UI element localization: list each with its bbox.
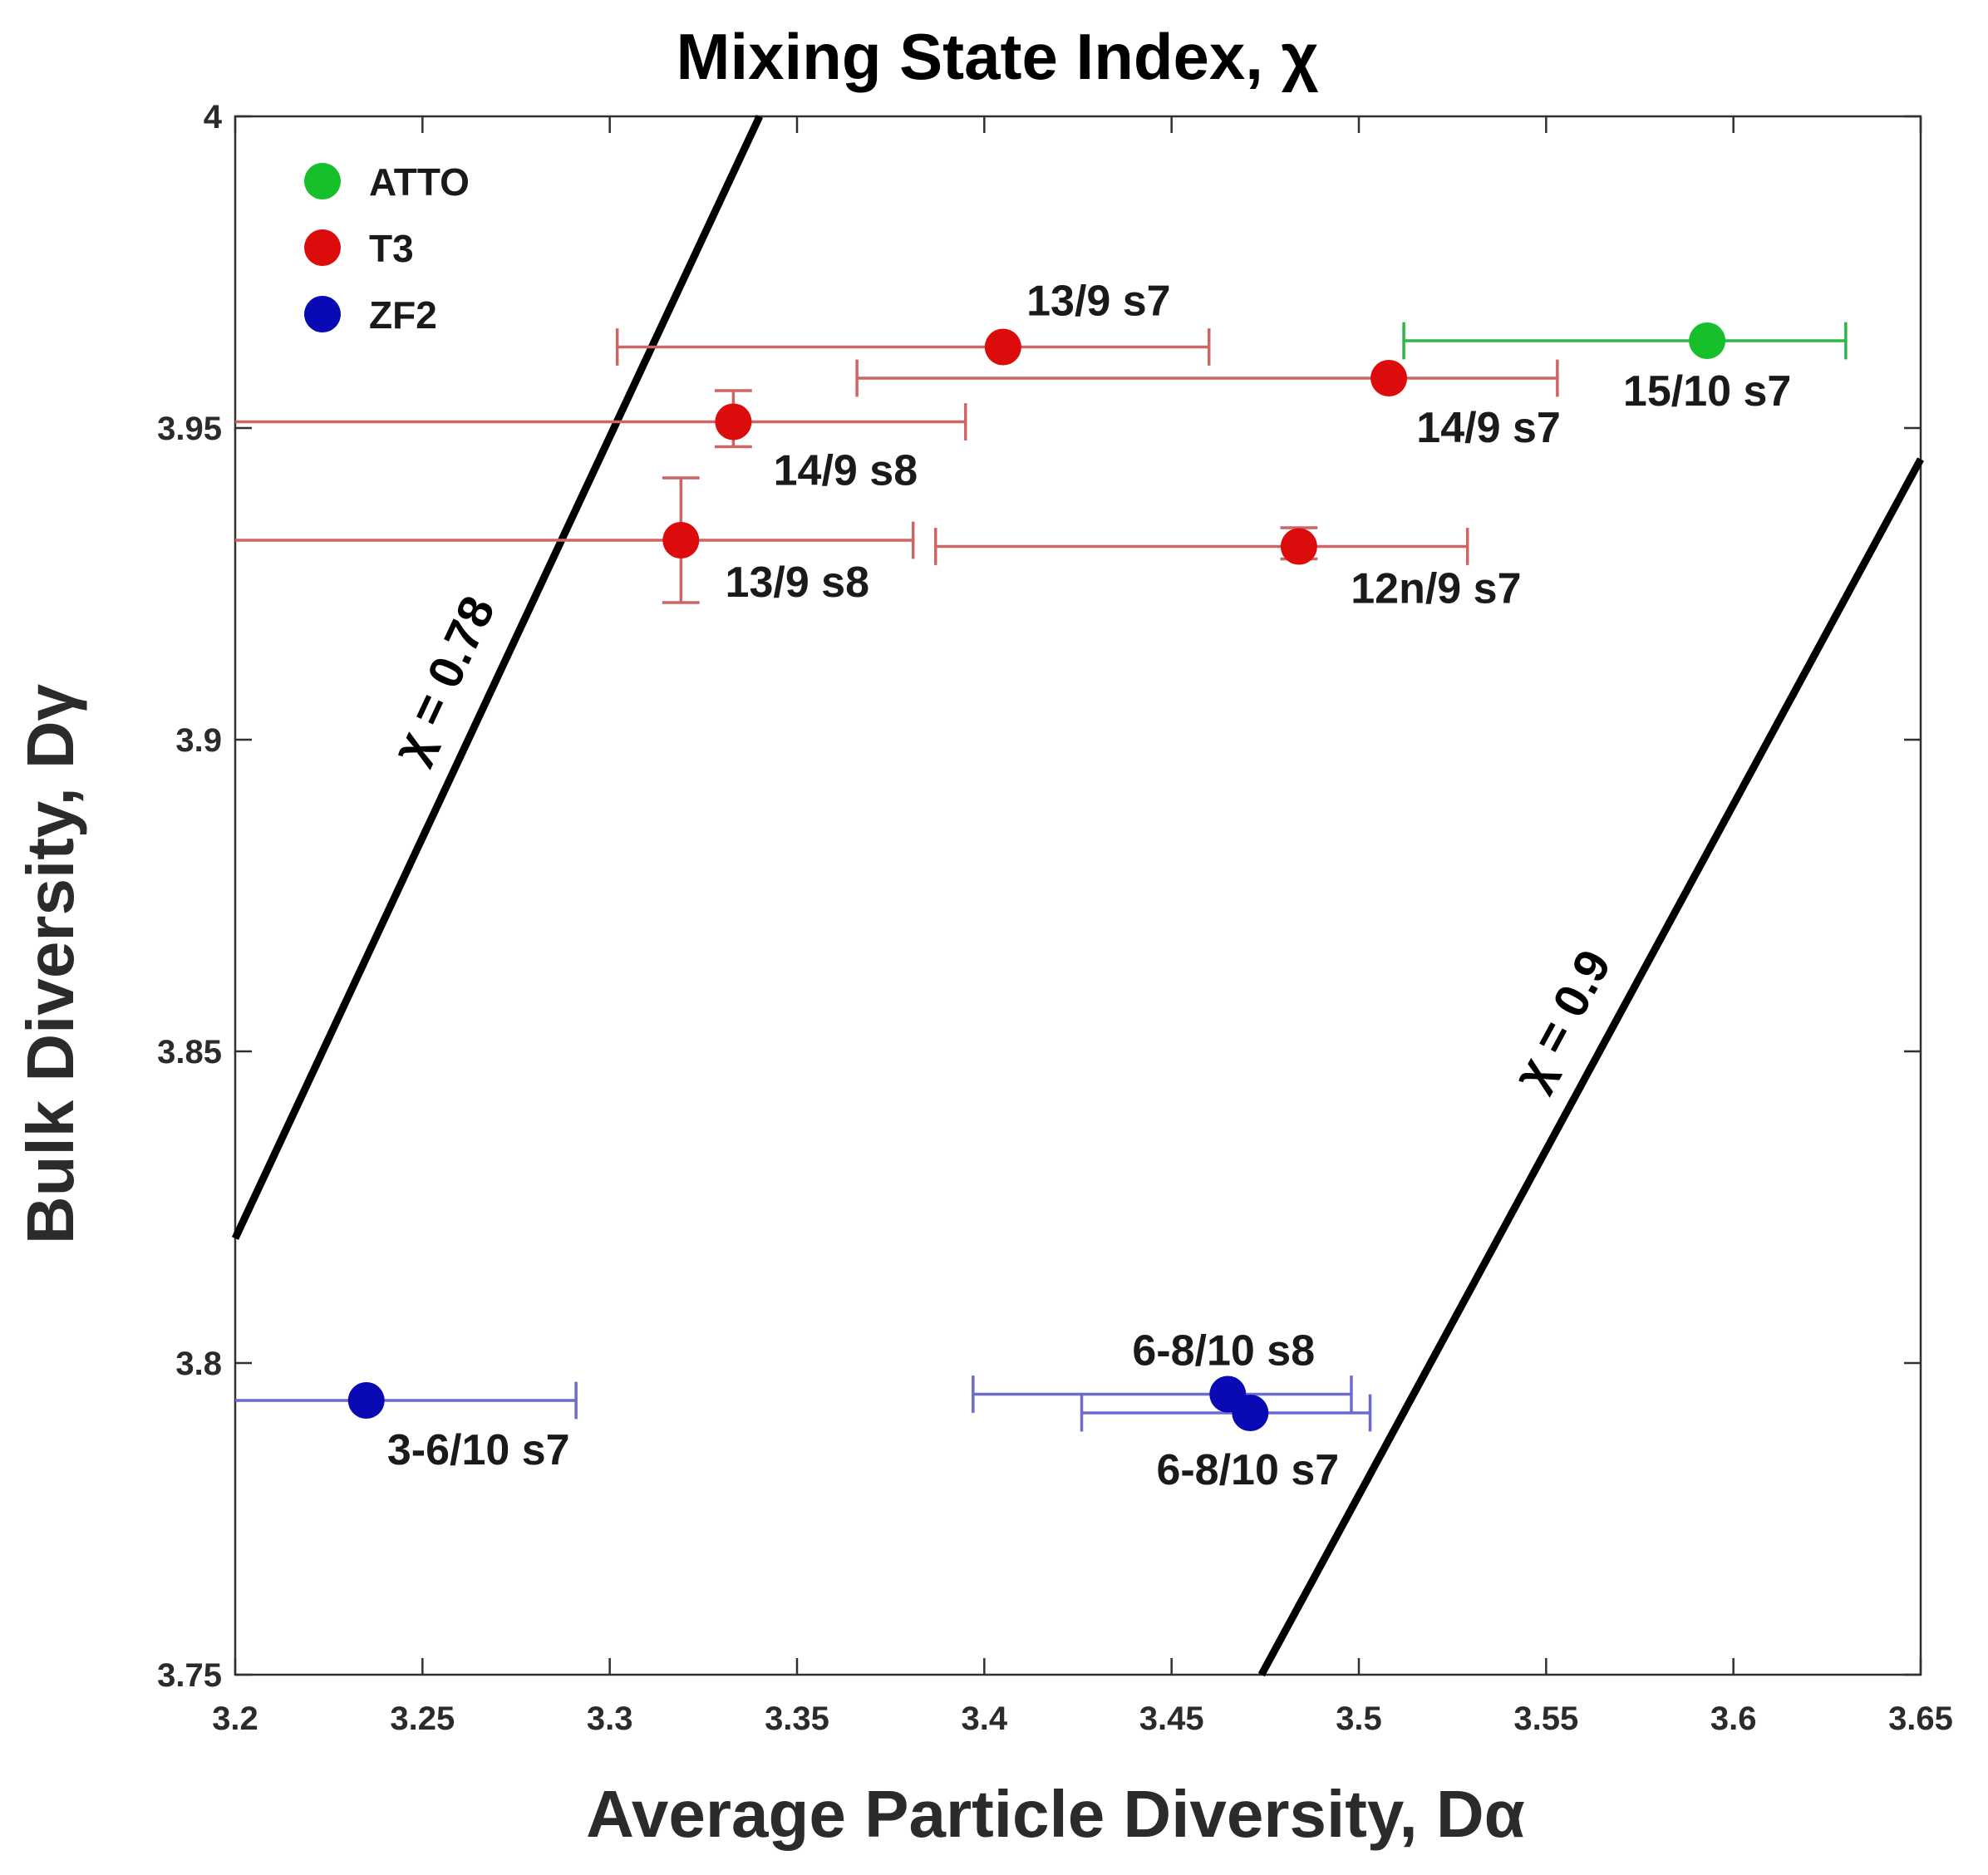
error-bars xyxy=(235,322,1848,1432)
point-zf2-6-8-10-s7 xyxy=(1232,1395,1269,1431)
x-tick-label: 3.55 xyxy=(1513,1700,1578,1737)
plot-area xyxy=(234,115,1922,1676)
legend-label-t3: T3 xyxy=(369,227,414,270)
x-tick-label: 3.45 xyxy=(1139,1700,1204,1737)
point-label-14-9-s8: 14/9 s8 xyxy=(774,447,918,495)
point-label-13-9-s8: 13/9 s8 xyxy=(726,559,870,607)
point-t3-14-9-s7 xyxy=(1370,360,1408,396)
legend-marker-atto xyxy=(304,163,341,199)
axis-ticks: 3.2 3.25 3.3 3.35 3.4 3.45 3.5 3.55 3.6 3.65 3.75 3… xyxy=(157,99,1953,1737)
x-tick-label: 3.2 xyxy=(212,1700,258,1737)
point-t3-13-9-s7 xyxy=(984,328,1021,366)
legend-marker-zf2 xyxy=(304,296,341,332)
point-labels: 15/10 s7 13/9 s7 14/9 s7 14/9 s8 13/9 s8 12n/… xyxy=(387,278,1791,1495)
legend: ATTO T3 ZF2 xyxy=(304,160,470,337)
y-tick-label: 3.8 xyxy=(175,1346,222,1382)
point-label-13-9-s7: 13/9 s7 xyxy=(1026,278,1171,326)
x-tick-label: 3.3 xyxy=(587,1700,633,1737)
x-tick-label: 3.25 xyxy=(390,1700,455,1737)
y-tick-label: 3.85 xyxy=(157,1034,222,1070)
reference-line-label-1: χ = 0.78 xyxy=(381,588,505,771)
data-points xyxy=(347,322,1726,1431)
point-label-15-10-s7: 15/10 s7 xyxy=(1623,367,1791,416)
y-tick-label: 3.9 xyxy=(175,722,222,759)
reference-line-2 xyxy=(1257,457,1924,1677)
reference-line-1 xyxy=(231,115,764,1240)
x-tick-label: 3.6 xyxy=(1710,1700,1757,1737)
legend-label-atto: ATTO xyxy=(369,160,470,204)
x-tick-label: 3.5 xyxy=(1336,1700,1382,1737)
point-label-14-9-s7: 14/9 s7 xyxy=(1416,404,1561,452)
legend-label-zf2: ZF2 xyxy=(369,293,437,337)
point-label-6-8-10-s7: 6-8/10 s7 xyxy=(1156,1446,1339,1494)
point-zf2-3-6-10-s7 xyxy=(347,1382,385,1419)
x-tick-label: 3.4 xyxy=(962,1700,1008,1737)
chart-title: Mixing State Index, χ xyxy=(676,20,1318,93)
legend-marker-t3 xyxy=(304,229,341,266)
y-tick-label: 3.75 xyxy=(157,1657,222,1694)
point-atto-15-10-s7 xyxy=(1689,322,1726,359)
point-t3-14-9-s8 xyxy=(715,403,752,440)
point-t3-13-9-s8 xyxy=(662,522,700,559)
reference-line-label-2: χ = 0.9 xyxy=(1503,941,1621,1098)
x-tick-label: 3.35 xyxy=(765,1700,829,1737)
x-axis-title: Average Particle Diversity, Dα xyxy=(586,1777,1525,1851)
y-tick-label: 3.95 xyxy=(157,411,222,447)
point-label-12n-9-s7: 12n/9 s7 xyxy=(1351,565,1521,613)
x-tick-label: 3.65 xyxy=(1888,1700,1953,1737)
point-label-6-8-10-s8: 6-8/10 s8 xyxy=(1132,1327,1315,1375)
y-axis-title: Bulk Diversity, Dγ xyxy=(13,683,87,1244)
y-tick-label: 4 xyxy=(204,99,223,135)
chart-title-text: Mixing State Index, χ xyxy=(676,20,1318,93)
point-label-3-6-10-s7: 3-6/10 s7 xyxy=(387,1426,570,1474)
point-t3-12n-9-s7 xyxy=(1280,528,1317,565)
